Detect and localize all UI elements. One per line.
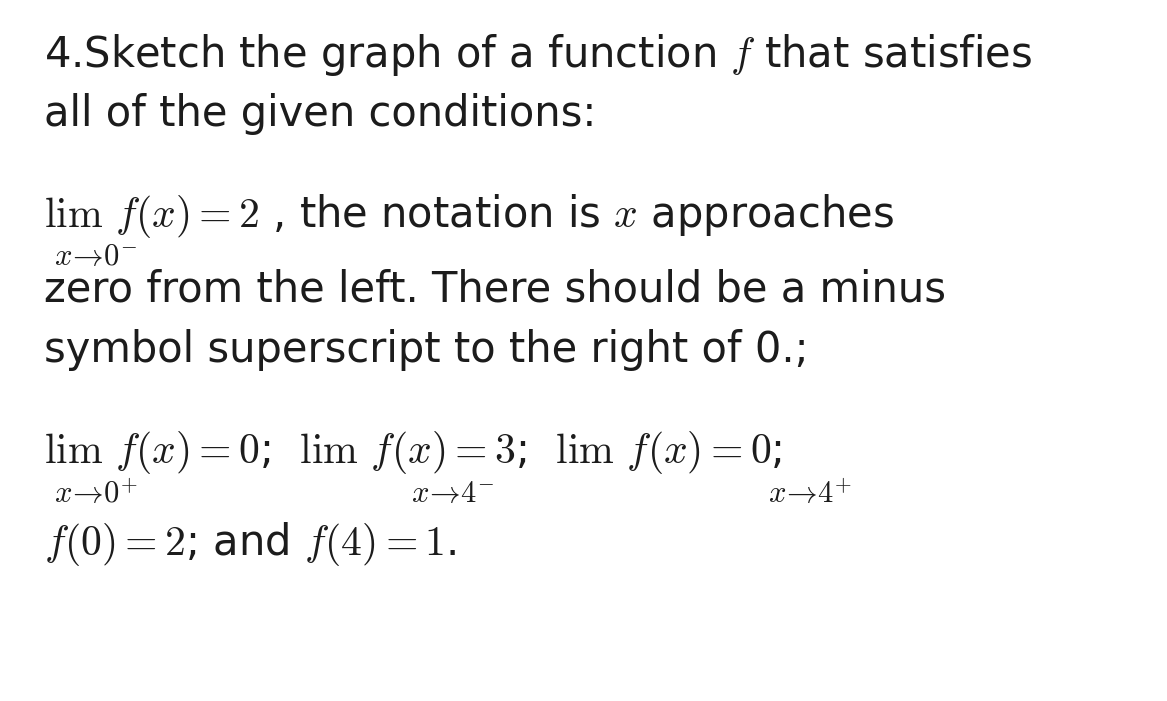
Text: $x\!\rightarrow\!4^{-}$: $x\!\rightarrow\!4^{-}$: [411, 479, 494, 508]
Text: $x\!\rightarrow\!0^{+}$: $x\!\rightarrow\!0^{+}$: [54, 479, 138, 509]
Text: symbol superscript to the right of 0.;: symbol superscript to the right of 0.;: [44, 329, 809, 372]
Text: $\lim$ $f(x) = 0$;  $\lim$ $f(x) = 3$;  $\lim$ $f(x) = 0$;: $\lim$ $f(x) = 0$; $\lim$ $f(x) = 3$; $\…: [44, 429, 782, 476]
Text: $\lim$ $f(x) = 2$ , the notation is $x$ approaches: $\lim$ $f(x) = 2$ , the notation is $x$ …: [44, 192, 894, 240]
Text: $x\!\rightarrow\!4^{+}$: $x\!\rightarrow\!4^{+}$: [768, 479, 852, 509]
Text: $x\!\rightarrow\!0^{-}$: $x\!\rightarrow\!0^{-}$: [54, 242, 137, 271]
Text: all of the given conditions:: all of the given conditions:: [44, 93, 596, 135]
Text: zero from the left. There should be a minus: zero from the left. There should be a mi…: [44, 268, 946, 311]
Text: $f(0) = 2$; and $f(4) = 1$.: $f(0) = 2$; and $f(4) = 1$.: [44, 520, 456, 568]
Text: 4.Sketch the graph of a function $\mathit{f}$ that satisfies: 4.Sketch the graph of a function $\mathi…: [44, 32, 1033, 78]
